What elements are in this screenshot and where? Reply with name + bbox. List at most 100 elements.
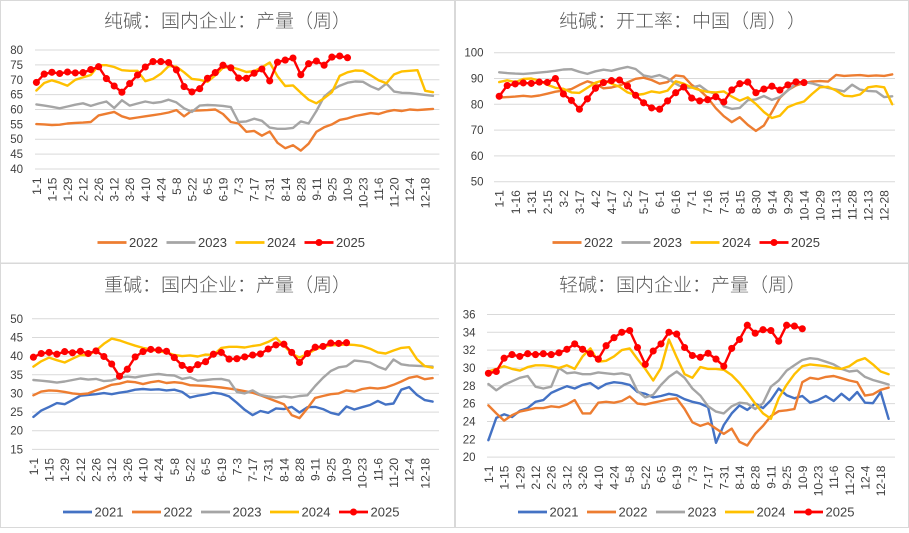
svg-text:8-14: 8-14 (733, 465, 747, 489)
svg-text:25: 25 (10, 407, 23, 419)
svg-text:12-13: 12-13 (862, 190, 876, 221)
svg-text:6-19: 6-19 (217, 177, 231, 201)
svg-text:7-31: 7-31 (717, 190, 731, 214)
svg-text:8-30: 8-30 (749, 190, 763, 214)
svg-text:9-29: 9-29 (781, 190, 795, 214)
svg-text:1-1: 1-1 (482, 465, 496, 483)
svg-text:2025: 2025 (791, 235, 820, 250)
svg-text:1-31: 1-31 (525, 190, 539, 214)
svg-text:22: 22 (463, 434, 476, 446)
svg-text:2023: 2023 (233, 505, 262, 520)
svg-text:6-5: 6-5 (655, 465, 669, 483)
svg-text:12-18: 12-18 (419, 177, 433, 208)
svg-text:70: 70 (471, 125, 484, 137)
svg-text:32: 32 (463, 345, 476, 357)
svg-text:11-6: 11-6 (372, 177, 386, 200)
svg-text:1-29: 1-29 (61, 177, 75, 201)
svg-text:80: 80 (10, 45, 23, 57)
svg-text:34: 34 (463, 327, 476, 339)
svg-text:2025: 2025 (336, 235, 365, 250)
svg-text:3-26: 3-26 (123, 177, 137, 201)
svg-text:11-20: 11-20 (387, 458, 401, 488)
svg-text:11-6: 11-6 (827, 465, 841, 488)
svg-text:3-12: 3-12 (105, 458, 119, 482)
svg-text:80: 80 (471, 99, 484, 111)
svg-text:7-31: 7-31 (717, 465, 731, 489)
svg-text:2022: 2022 (164, 505, 193, 520)
svg-text:6-16: 6-16 (669, 190, 683, 214)
svg-text:5-22: 5-22 (185, 177, 199, 201)
svg-text:1-16: 1-16 (509, 190, 523, 214)
svg-text:2024: 2024 (267, 235, 296, 250)
svg-text:45: 45 (10, 149, 23, 161)
svg-text:9-25: 9-25 (325, 177, 339, 201)
svg-text:1-29: 1-29 (513, 465, 527, 489)
svg-text:7-31: 7-31 (262, 458, 276, 482)
svg-text:1-1: 1-1 (27, 458, 41, 476)
svg-text:36: 36 (463, 310, 476, 322)
svg-text:12-4: 12-4 (403, 177, 417, 201)
svg-text:6-5: 6-5 (199, 458, 213, 476)
svg-text:3-12: 3-12 (108, 177, 122, 201)
svg-text:30: 30 (10, 388, 23, 400)
svg-text:11-6: 11-6 (371, 458, 385, 481)
svg-text:3-12: 3-12 (560, 465, 574, 489)
svg-text:5-22: 5-22 (184, 458, 198, 482)
svg-text:6-5: 6-5 (201, 177, 215, 195)
svg-text:7-16: 7-16 (701, 190, 715, 214)
svg-text:100: 100 (464, 48, 483, 60)
svg-text:10-9: 10-9 (341, 177, 355, 201)
svg-text:11-20: 11-20 (388, 177, 402, 207)
svg-text:5-8: 5-8 (168, 458, 182, 476)
svg-text:2022: 2022 (584, 235, 613, 250)
svg-text:2-26: 2-26 (92, 177, 106, 201)
svg-text:10-14: 10-14 (798, 190, 812, 221)
svg-text:2-12: 2-12 (74, 458, 88, 482)
svg-text:20: 20 (10, 426, 23, 438)
svg-text:2025: 2025 (371, 505, 400, 520)
svg-text:12-18: 12-18 (874, 465, 888, 496)
svg-text:2021: 2021 (550, 505, 579, 520)
svg-text:2-15: 2-15 (541, 190, 555, 214)
svg-text:40: 40 (10, 351, 23, 363)
svg-text:10-9: 10-9 (340, 458, 354, 482)
svg-text:7-1: 7-1 (685, 190, 699, 208)
svg-text:4-10: 4-10 (139, 177, 153, 201)
svg-text:1-1: 1-1 (493, 190, 507, 208)
svg-text:15: 15 (10, 444, 23, 456)
svg-text:2021: 2021 (95, 505, 124, 520)
svg-text:11-13: 11-13 (830, 190, 844, 220)
svg-text:6-1: 6-1 (653, 190, 667, 208)
svg-text:75: 75 (10, 60, 23, 72)
svg-text:2023: 2023 (688, 505, 717, 520)
svg-text:11-28: 11-28 (846, 190, 860, 220)
svg-text:10-23: 10-23 (812, 465, 826, 496)
svg-text:60: 60 (10, 105, 23, 117)
svg-text:7-17: 7-17 (248, 177, 262, 201)
svg-text:12-18: 12-18 (418, 458, 432, 489)
svg-text:7-3: 7-3 (686, 465, 700, 483)
svg-text:2-26: 2-26 (545, 465, 559, 489)
svg-text:28: 28 (463, 381, 476, 393)
svg-text:3-17: 3-17 (573, 190, 587, 214)
svg-text:8-15: 8-15 (733, 190, 747, 214)
svg-text:90: 90 (471, 74, 484, 86)
svg-text:9-14: 9-14 (765, 190, 779, 214)
svg-text:2-12: 2-12 (77, 177, 91, 201)
svg-text:8-28: 8-28 (293, 458, 307, 482)
svg-text:55: 55 (10, 119, 23, 131)
svg-text:7-3: 7-3 (230, 458, 244, 476)
svg-text:2022: 2022 (619, 505, 648, 520)
svg-text:9-25: 9-25 (780, 465, 794, 489)
svg-text:10-23: 10-23 (357, 177, 371, 208)
svg-text:2024: 2024 (302, 505, 331, 520)
svg-text:1-15: 1-15 (43, 458, 57, 482)
svg-text:2022: 2022 (129, 235, 158, 250)
svg-text:50: 50 (10, 314, 23, 326)
svg-text:4-24: 4-24 (152, 458, 166, 482)
svg-text:4-17: 4-17 (605, 190, 619, 214)
svg-text:50: 50 (471, 177, 484, 189)
svg-text:2-26: 2-26 (90, 458, 104, 482)
svg-text:3-2: 3-2 (557, 190, 571, 208)
svg-text:10-29: 10-29 (814, 190, 828, 221)
